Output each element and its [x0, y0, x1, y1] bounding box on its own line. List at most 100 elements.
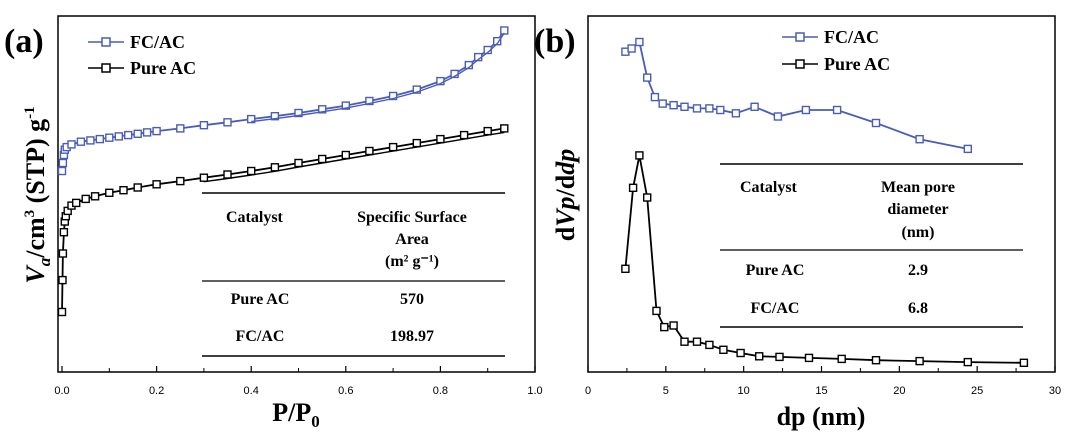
data-point: [775, 352, 784, 362]
x-axis-title-b: dp (nm): [777, 402, 866, 431]
x-tick-label: 1.0: [527, 385, 542, 397]
data-point: [133, 129, 142, 139]
data-point: [365, 96, 374, 106]
data-point: [86, 136, 95, 145]
data-point: [246, 114, 256, 124]
table-a-row1-value: 570: [400, 291, 424, 308]
data-point: [270, 111, 280, 121]
data-point: [650, 92, 660, 102]
data-point: [58, 275, 67, 285]
table-b-header-line3: (nm): [902, 224, 935, 241]
table-b-header-catalyst: Catalyst: [740, 179, 798, 196]
data-point: [500, 124, 509, 133]
data-point: [705, 104, 714, 113]
table-b-row1-value: 2.9: [908, 262, 928, 279]
x-tick-label: 0.6: [338, 385, 353, 397]
data-point: [628, 183, 638, 193]
data-point: [963, 144, 972, 154]
panel-b: (b) 0 5 10 15 20 25 30 FC/AC Pure AC Catalyst …: [534, 15, 1061, 431]
data-point: [105, 133, 114, 142]
legend-a: FC/AC Pure AC: [88, 32, 196, 78]
table-a-header-catalyst: Catalyst: [226, 209, 284, 226]
legend-b: FC/AC Pure AC: [782, 27, 890, 74]
table-a-header-line2: Area: [395, 231, 428, 248]
data-point: [199, 120, 209, 130]
data-point: [483, 126, 492, 136]
data-point: [176, 176, 185, 186]
data-point: [114, 132, 124, 141]
data-point: [680, 102, 689, 112]
data-point: [412, 138, 421, 148]
x-tick-label: 10: [738, 385, 750, 397]
table-b-row2-value: 6.8: [908, 300, 928, 317]
legend-label-fcac-a: FC/AC: [130, 32, 185, 52]
data-point: [832, 105, 842, 115]
plot-frame-a: [57, 15, 536, 373]
plot-frame-b: [587, 15, 1056, 373]
x-axis-title-a: P/P0: [272, 398, 320, 431]
data-point: [436, 134, 445, 144]
data-point: [57, 166, 67, 176]
data-point: [294, 158, 303, 168]
table-a-row2-value: 198.97: [390, 328, 434, 345]
data-point: [692, 104, 702, 113]
data-point: [716, 105, 725, 115]
data-point: [67, 140, 76, 149]
data-point: [493, 37, 502, 46]
data-point: [755, 352, 764, 361]
x-ticks-a: 0.0 0.2 0.4 0.6 0.8 1.0: [54, 366, 543, 397]
data-point: [500, 26, 509, 35]
x-tick-label: 0.4: [244, 385, 259, 397]
series-b: [621, 37, 1029, 367]
x-tick-label: 20: [893, 385, 905, 397]
data-point: [341, 150, 350, 160]
data-point: [142, 128, 152, 137]
data-point: [915, 134, 924, 144]
data-point: [318, 154, 327, 164]
data-point: [57, 307, 67, 317]
data-point: [95, 134, 105, 144]
data-point: [915, 356, 924, 366]
data-point: [621, 264, 630, 273]
data-point: [692, 337, 702, 346]
table-b: Catalyst Mean pore diameter (nm) Pure AC…: [720, 163, 1023, 328]
data-point: [71, 198, 81, 208]
data-point: [412, 85, 421, 94]
data-point: [152, 126, 161, 136]
table-a: Catalyst Specific Surface Area (m² g⁻¹) …: [202, 192, 505, 357]
x-tick-label: 25: [971, 385, 983, 397]
series-branch-fcac: [251, 32, 505, 123]
data-point: [176, 124, 185, 133]
x-tick-label: 15: [815, 385, 827, 397]
series-line-fcac: [61, 30, 506, 172]
data-point: [105, 188, 114, 198]
data-point: [658, 99, 667, 108]
data-point: [90, 192, 100, 201]
data-point: [750, 102, 759, 112]
legend-marker-pureac-a: [101, 63, 111, 73]
data-point: [59, 227, 69, 237]
series-branch-pureac: [203, 131, 505, 183]
data-point: [133, 183, 142, 192]
legend-marker-fcac-b: [795, 32, 805, 42]
data-point: [246, 166, 256, 176]
data-point: [652, 306, 661, 316]
data-point: [643, 193, 652, 202]
panel-a: (a) 0.0 0.2 0.4 0.6 0.8 1.0 FC/AC Pure AC Cat…: [4, 15, 543, 431]
data-point: [804, 353, 814, 363]
data-point: [719, 345, 728, 354]
legend-marker-pureac-b: [795, 59, 805, 69]
data-point: [705, 340, 714, 350]
data-point: [152, 180, 161, 189]
panel-label-a: (a): [4, 23, 44, 60]
x-tick-label: 0: [585, 385, 591, 397]
data-point: [736, 348, 745, 358]
data-point: [1019, 358, 1029, 367]
data-point: [459, 130, 469, 140]
x-tick-label: 5: [663, 385, 669, 397]
data-point: [871, 356, 881, 365]
y-axis-title-b: dVp/ddp: [551, 149, 580, 242]
data-point: [837, 354, 846, 364]
table-b-row1-catalyst: Pure AC: [746, 262, 805, 279]
